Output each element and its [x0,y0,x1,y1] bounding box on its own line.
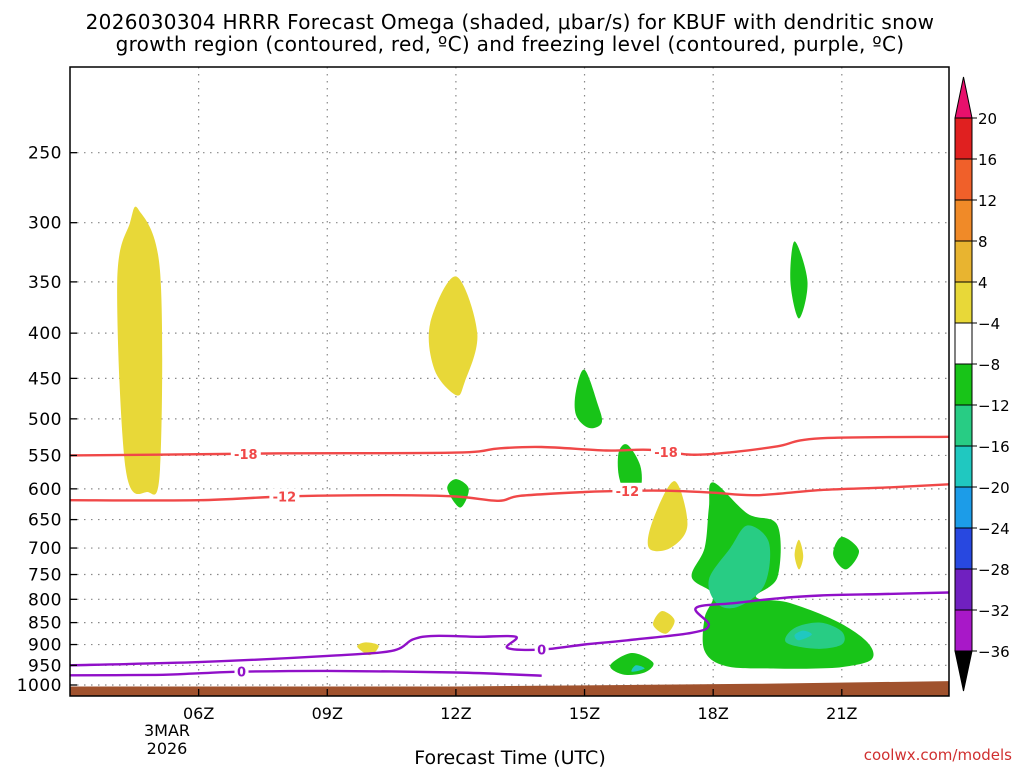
plot-area: -18 -18 -12 -12 0 0 [70,67,949,696]
colorbar-band-5 [954,322,973,365]
y-tick-label-1000: 1000 [17,676,62,696]
colorbar-label-2: 12 [978,192,997,210]
contour-label-3-0: 0 [237,666,246,681]
omega-region-5 [794,539,804,570]
contour-label-2-0: 0 [537,644,546,659]
date-label-year: 2026 [147,739,188,758]
colorbar-label-6: −8 [978,356,1000,374]
omega-region-0 [117,206,163,495]
colorbar-label-13: −36 [978,643,1010,661]
colorbar-label-0: 20 [978,110,997,128]
colorbar-label-8: −16 [978,438,1010,456]
omega-region-13 [708,525,771,609]
y-tick-label-900: 900 [28,636,62,656]
x-tick-label-15Z: 15Z [569,704,600,723]
date-label-day: 3MAR [144,721,190,740]
colorbar-band-6 [954,363,973,406]
chart-title-line-1: 2026030304 HRRR Forecast Omega (shaded, … [86,10,935,34]
colorbar-label-9: −20 [978,479,1010,497]
colorbar-band-2 [954,199,973,242]
y-tick-label-950: 950 [28,656,62,676]
y-tick-label-500: 500 [28,410,62,430]
colorbar-label-11: −28 [978,561,1010,579]
colorbar-band-12 [954,609,973,652]
colorbar-band-10 [954,527,973,570]
contour-label-0-1: -18 [654,446,678,461]
y-tick-label-250: 250 [28,144,62,164]
x-tick-label-21Z: 21Z [826,704,857,723]
contour-label-bg-2-0 [534,641,549,657]
contour--18-0 [70,435,949,457]
omega-region-12 [691,482,874,669]
y-tick-label-650: 650 [28,511,62,531]
colorbar-label-4: 4 [978,274,988,292]
colorbar-band-4 [954,281,973,324]
y-tick-label-450: 450 [28,369,62,389]
omega-region-2 [647,481,688,552]
colorbar-label-12: −32 [978,602,1010,620]
contour-label-bg-1-0 [269,488,300,504]
y-tick-label-550: 550 [28,446,62,466]
colorbar-band-0 [954,117,973,160]
contour-0-3 [70,669,542,677]
contour--12-1 [70,483,949,503]
omega-region-1 [428,276,478,396]
contour-label-bg-1-1 [612,482,643,498]
x-tick-label-12Z: 12Z [440,704,471,723]
temperature-contours: -18 -18 -12 -12 0 0 [70,435,949,681]
x-axis-title: Forecast Time (UTC) [414,747,605,768]
y-tick-label-400: 400 [28,324,62,344]
y-tick-label-800: 800 [28,590,62,610]
x-axis: 06Z 09Z 12Z 15Z 18Z 21Z [183,689,858,723]
y-tick-label-850: 850 [28,614,62,634]
y-axis: 2503003504004505005506006507007508008509… [17,144,77,696]
colorbar-top-cap [954,76,973,119]
omega-region-7 [574,369,603,429]
contour-label-1-1: -12 [616,485,640,500]
colorbar-band-1 [954,158,973,201]
contour-label-0-0: -18 [234,448,258,463]
omega-region-10 [833,536,860,570]
watermark: coolwx.com/models [864,746,1012,764]
contour-label-bg-0-0 [230,445,261,461]
colorbar-band-9 [954,486,973,529]
colorbar-band-11 [954,568,973,611]
colorbar-label-3: 8 [978,233,988,251]
x-tick-label-06Z: 06Z [183,704,214,723]
omega-region-15 [794,630,812,641]
colorbar-band-7 [954,404,973,447]
colorbar-label-7: −12 [978,397,1010,415]
colorbar-band-8 [954,445,973,488]
omega-shading [117,206,874,675]
terrain [70,681,949,696]
y-tick-label-300: 300 [28,214,62,234]
grid [70,67,949,696]
colorbar-label-5: −4 [978,315,1000,333]
omega-region-9 [447,479,469,508]
terrain-fill [70,681,949,696]
x-tick-label-09Z: 09Z [312,704,343,723]
contour-label-1-0: -12 [273,490,297,505]
omega-region-14 [785,622,845,649]
colorbar-bottom-cap [954,650,973,692]
colorbar-band-3 [954,240,973,283]
omega-region-3 [653,611,675,634]
chart-title-line-2: growth region (contoured, red, ºC) and f… [116,32,905,56]
y-tick-label-750: 750 [28,566,62,586]
y-tick-label-700: 700 [28,539,62,559]
y-tick-label-350: 350 [28,273,62,293]
omega-region-6 [790,241,808,319]
plot-frame [69,66,950,697]
y-tick-label-600: 600 [28,480,62,500]
omega-region-16 [631,665,645,672]
contour-label-bg-0-1 [651,443,682,459]
contour-label-bg-3-0 [234,663,249,679]
x-tick-label-18Z: 18Z [698,704,729,723]
colorbar: 20 16 12 8 4 −4 −8 −12 −16 −20 −24 −28 −32 −36 [954,76,1010,692]
omega-region-11 [610,652,654,675]
colorbar-label-1: 16 [978,151,997,169]
colorbar-label-10: −24 [978,520,1010,538]
